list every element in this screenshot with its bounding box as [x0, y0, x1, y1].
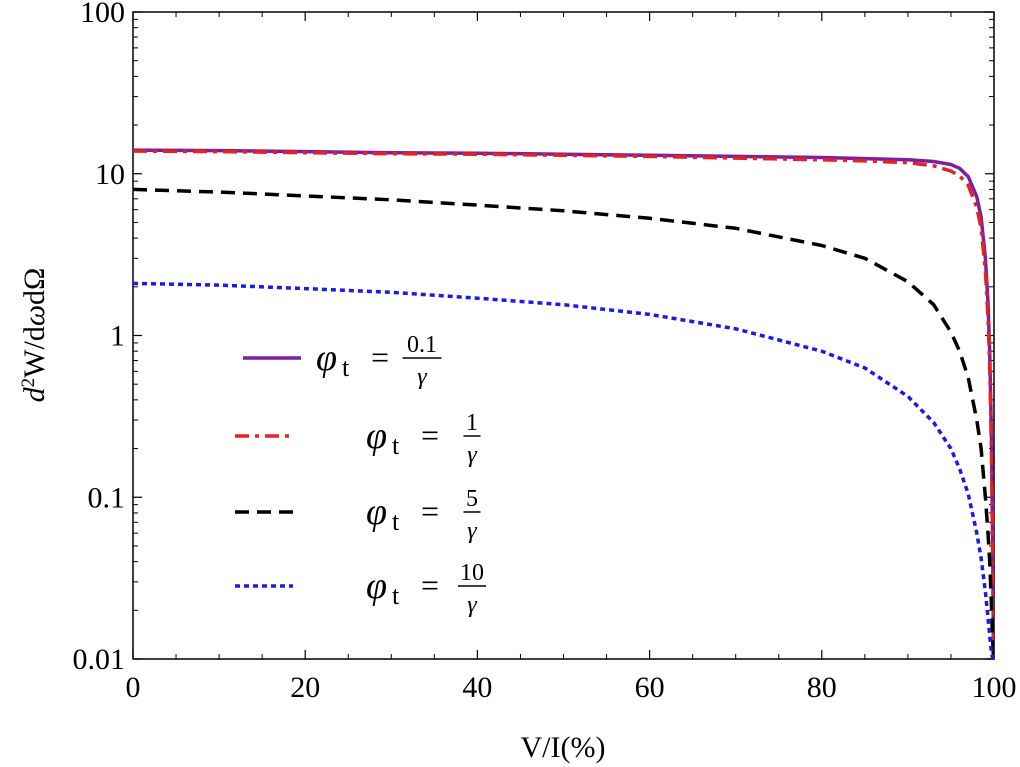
- y-tick-label: 0.01: [73, 643, 126, 676]
- legend-numerator: 1: [466, 410, 478, 436]
- series-line-2: [133, 187, 994, 659]
- series-line-0: [133, 148, 994, 659]
- legend-numerator: 10: [460, 560, 484, 586]
- x-tick-label: 60: [635, 671, 665, 704]
- x-tick-label: 20: [290, 671, 320, 704]
- series-line-3: [133, 281, 994, 659]
- legend-subscript: t: [392, 431, 400, 460]
- legend-subscript: t: [392, 581, 400, 610]
- legend-numerator: 0.1: [407, 332, 437, 358]
- x-tick-label: 0: [126, 671, 141, 704]
- y-tick-label: 100: [80, 0, 125, 29]
- legend-denominator: γ: [467, 442, 477, 468]
- series-line-1: [133, 149, 994, 659]
- tick-group: 0 20 40 60 80 100 0.01 0.1 1 10 100: [73, 0, 1017, 704]
- plot-frame: [132, 11, 995, 660]
- y-tick-label: 0.1: [88, 481, 126, 514]
- series-group: [133, 148, 994, 659]
- legend-equals: =: [421, 567, 439, 603]
- legend-equals: =: [421, 493, 439, 529]
- x-tick-label: 100: [972, 671, 1017, 704]
- x-tick-label: 40: [462, 671, 492, 704]
- legend-equals: =: [371, 339, 389, 375]
- y-tick-label: 10: [95, 158, 125, 191]
- legend-denominator: γ: [467, 592, 477, 618]
- legend-phi: φ: [366, 565, 387, 607]
- legend: φ t = 0.1γφ t = 1γφ t = 5γφ t = 10γ: [235, 332, 486, 618]
- legend-phi: φ: [366, 415, 387, 457]
- y-tick-label: 1: [110, 320, 125, 353]
- legend-phi: φ: [316, 337, 337, 379]
- legend-numerator: 5: [466, 486, 478, 512]
- legend-subscript: t: [342, 353, 350, 382]
- legend-denominator: γ: [467, 518, 477, 544]
- x-axis-label: V/I(%): [521, 731, 606, 764]
- legend-phi: φ: [366, 491, 387, 533]
- x-tick-label: 80: [807, 671, 837, 704]
- legend-denominator: γ: [417, 364, 427, 390]
- y-axis-label: d2W/dωdΩ: [18, 268, 52, 403]
- legend-subscript: t: [392, 507, 400, 536]
- legend-equals: =: [421, 417, 439, 453]
